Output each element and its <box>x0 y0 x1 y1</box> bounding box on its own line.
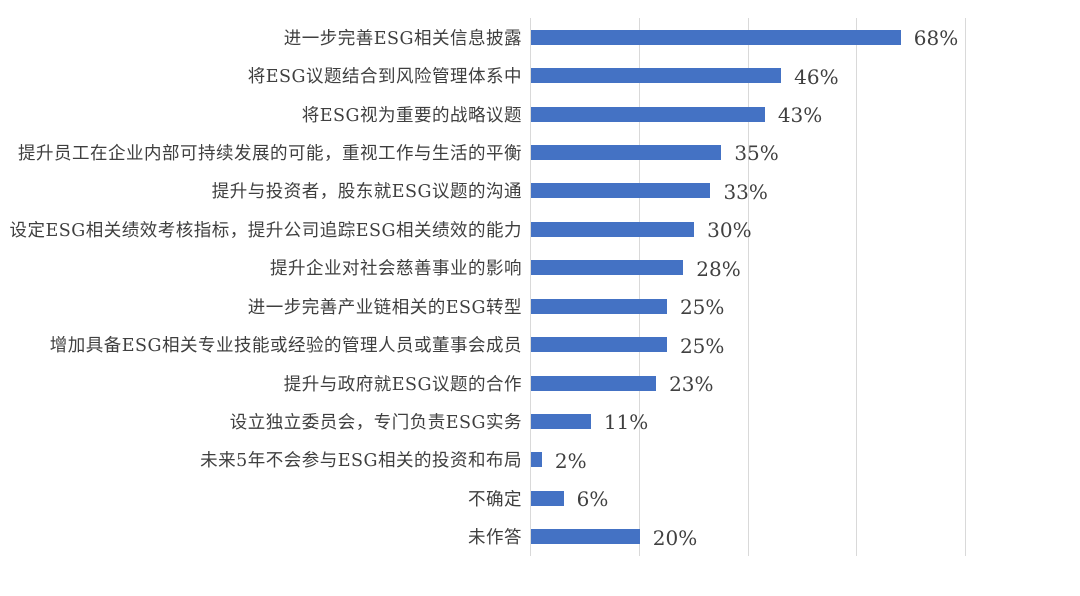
category-label: 设定ESG相关绩效考核指标，提升公司追踪ESG相关绩效的能力 <box>9 220 522 241</box>
value-label: 23% <box>669 372 714 397</box>
value-label: 20% <box>652 525 698 550</box>
bar <box>531 490 564 506</box>
bar <box>531 144 722 160</box>
chart-row: 增加具备ESG相关专业技能或经验的管理人员或董事会成员 25% <box>0 325 1080 363</box>
bar <box>531 221 695 237</box>
bar <box>531 298 667 314</box>
category-label: 未作答 <box>468 528 522 549</box>
chart-row: 提升企业对社会慈善事业的影响 28% <box>0 249 1080 287</box>
value-label: 6% <box>576 487 609 512</box>
gridline-0pct <box>530 18 531 556</box>
bar <box>531 375 657 391</box>
category-label: 提升与投资者，股东就ESG议题的沟通 <box>211 182 522 203</box>
category-label: 进一步完善ESG相关信息披露 <box>283 28 522 49</box>
value-label: 43% <box>777 103 823 128</box>
bar <box>531 68 782 84</box>
category-label: 提升员工在企业内部可持续发展的可能，重视工作与生活的平衡 <box>18 143 522 164</box>
chart-row: 不确定 6% <box>0 479 1080 517</box>
bar <box>531 106 765 122</box>
category-label: 设立独立委员会，专门负责ESG实务 <box>229 412 522 433</box>
chart-row: 将ESG议题结合到风险管理体系中 46% <box>0 56 1080 94</box>
gridline-60pct <box>856 18 858 556</box>
value-label: 28% <box>696 256 741 281</box>
chart-row: 未来5年不会参与ESG相关的投资和布局 2% <box>0 441 1080 479</box>
bar <box>531 337 667 353</box>
bar <box>531 29 901 45</box>
value-label: 30% <box>707 218 752 243</box>
value-label: 35% <box>734 141 779 166</box>
category-label: 进一步完善产业链相关的ESG转型 <box>247 297 522 318</box>
chart-row: 设定ESG相关绩效考核指标，提升公司追踪ESG相关绩效的能力 30% <box>0 210 1080 248</box>
category-label: 将ESG视为重要的战略议题 <box>301 105 522 126</box>
value-label: 33% <box>723 179 768 204</box>
chart-row: 提升员工在企业内部可持续发展的可能，重视工作与生活的平衡 35% <box>0 133 1080 171</box>
bar <box>531 529 640 545</box>
chart-row: 进一步完善产业链相关的ESG转型 25% <box>0 287 1080 325</box>
chart-row: 未作答 20% <box>0 518 1080 556</box>
value-label: 46% <box>794 64 839 89</box>
chart-row: 进一步完善ESG相关信息披露 68% <box>0 18 1080 56</box>
value-label: 68% <box>913 26 959 51</box>
value-label: 11% <box>603 410 649 435</box>
category-label: 增加具备ESG相关专业技能或经验的管理人员或董事会成员 <box>49 336 522 357</box>
category-label: 未来5年不会参与ESG相关的投资和布局 <box>200 451 522 472</box>
category-label: 提升企业对社会慈善事业的影响 <box>270 259 522 280</box>
value-label: 2% <box>554 448 587 473</box>
bar <box>531 260 684 276</box>
chart-row: 提升与投资者，股东就ESG议题的沟通 33% <box>0 172 1080 210</box>
chart-row: 设立独立委员会，专门负责ESG实务 11% <box>0 402 1080 440</box>
category-label: 将ESG议题结合到风险管理体系中 <box>247 67 522 88</box>
category-label: 提升与政府就ESG议题的合作 <box>283 374 522 395</box>
chart-row: 提升与政府就ESG议题的合作 23% <box>0 364 1080 402</box>
category-label: 不确定 <box>468 489 522 510</box>
chart-row: 将ESG视为重要的战略议题 43% <box>0 95 1080 133</box>
gridline-80pct <box>965 18 966 556</box>
bar <box>531 413 591 429</box>
bar <box>531 183 711 199</box>
bar <box>531 452 542 468</box>
value-label: 25% <box>679 333 725 358</box>
gridline-40pct <box>747 18 749 556</box>
gridline-20pct <box>638 18 640 556</box>
value-label: 25% <box>679 295 725 320</box>
